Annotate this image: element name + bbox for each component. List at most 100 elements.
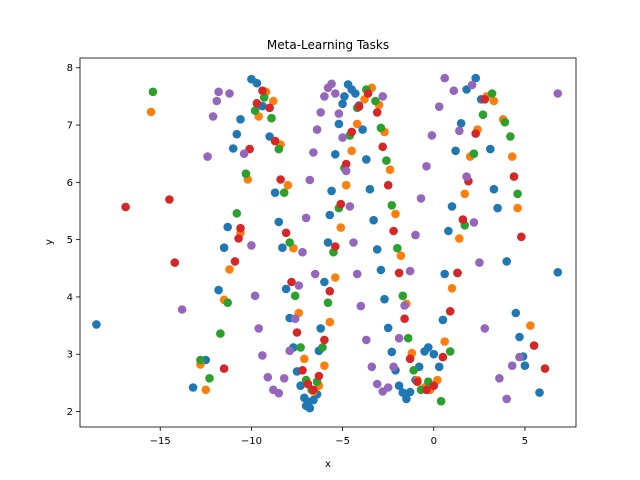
data-point-series-3: [241, 169, 251, 178]
data-point-series-5: [239, 149, 249, 158]
data-point-series-3: [398, 291, 408, 301]
data-point-series-4: [276, 175, 285, 184]
data-point-series-1: [316, 324, 326, 333]
data-point-series-1: [429, 349, 439, 359]
data-point-series-4: [517, 232, 526, 242]
data-point-series-4: [314, 371, 324, 381]
data-point-series-2: [300, 354, 309, 364]
data-point-series-1: [362, 155, 371, 164]
data-point-series-1: [383, 323, 393, 333]
data-point-series-4: [236, 223, 245, 233]
data-point-series-3: [223, 298, 232, 308]
data-point-series-5: [378, 92, 388, 101]
data-point-series-3: [445, 347, 455, 356]
data-point-series-5: [214, 87, 223, 97]
data-point-series-5: [411, 230, 420, 240]
data-point-series-1: [338, 99, 347, 109]
data-point-series-4: [378, 142, 388, 152]
data-point-series-1: [440, 269, 450, 279]
y-tick-label: 5: [67, 235, 73, 246]
data-point-series-1: [228, 144, 238, 153]
data-point-series-3: [393, 243, 402, 253]
data-point-series-5: [449, 86, 459, 95]
data-point-series-1: [278, 243, 287, 252]
y-tick-label: 4: [67, 292, 73, 303]
data-point-series-5: [475, 258, 484, 267]
data-point-series-3: [250, 106, 260, 115]
data-point-series-4: [252, 99, 262, 108]
data-point-series-1: [369, 215, 378, 225]
data-point-series-5: [258, 351, 267, 360]
data-point-series-2: [489, 96, 499, 106]
data-point-series-1: [188, 383, 198, 392]
data-point-series-3: [216, 329, 225, 338]
data-point-series-3: [478, 110, 488, 119]
data-point-series-1: [323, 238, 333, 247]
data-point-series-5: [495, 374, 504, 383]
x-tick-label: −5: [335, 436, 350, 447]
data-point-series-2: [526, 321, 535, 330]
data-point-series-2: [385, 165, 395, 174]
data-point-series-5: [305, 175, 315, 185]
data-point-series-4: [383, 180, 393, 190]
data-point-series-4: [413, 377, 422, 387]
data-point-series-3: [376, 123, 386, 133]
data-point-series-2: [201, 385, 211, 395]
data-point-series-1: [232, 129, 242, 139]
data-point-series-5: [400, 301, 409, 310]
data-point-series-1: [493, 203, 502, 213]
data-point-series-5: [422, 162, 431, 171]
data-point-series-5: [467, 80, 477, 90]
data-point-series-3: [267, 113, 276, 123]
data-point-series-1: [305, 403, 315, 413]
data-point-series-4: [529, 341, 539, 350]
data-point-series-1: [334, 119, 344, 129]
x-axis-label: x: [325, 459, 331, 470]
y-tick-label: 8: [67, 63, 73, 74]
data-point-series-1: [394, 381, 404, 391]
data-point-series-1: [456, 119, 466, 128]
data-point-series-5: [334, 109, 344, 118]
points-layer: [92, 73, 563, 413]
data-point-series-1: [424, 343, 433, 352]
data-point-series-2: [146, 107, 156, 117]
data-point-series-3: [290, 291, 300, 301]
data-point-series-2: [391, 209, 400, 219]
data-point-series-1: [486, 144, 495, 154]
data-point-series-4: [405, 354, 415, 364]
data-point-series-2: [320, 361, 329, 371]
data-point-series-4: [458, 215, 468, 224]
data-point-series-5: [309, 148, 318, 157]
y-axis-ticks: 2 3 4 5 6 7 8: [67, 63, 80, 418]
data-point-series-4: [325, 286, 335, 296]
data-point-series-1: [365, 184, 375, 194]
data-point-series-4: [400, 314, 409, 324]
data-point-series-1: [447, 202, 457, 211]
data-point-series-1: [320, 277, 329, 287]
data-point-series-3: [279, 188, 289, 197]
data-point-series-5: [250, 291, 260, 301]
data-point-series-3: [506, 132, 515, 141]
data-point-series-4: [453, 268, 462, 278]
data-point-series-5: [254, 324, 263, 333]
data-point-series-1: [387, 347, 397, 357]
data-point-series-4: [347, 127, 357, 137]
data-point-series-4: [170, 258, 180, 267]
y-tick-label: 7: [67, 121, 73, 132]
data-point-series-3: [409, 366, 419, 375]
data-point-series-4: [292, 328, 302, 337]
data-point-series-4: [331, 242, 340, 251]
data-point-series-5: [274, 388, 284, 398]
data-point-series-1: [331, 150, 340, 159]
data-point-series-1: [471, 73, 481, 83]
data-point-series-3: [382, 156, 391, 165]
data-point-series-3: [196, 355, 205, 365]
data-point-series-3: [318, 343, 327, 352]
data-point-series-3: [487, 89, 497, 98]
x-tick-label: −15: [150, 436, 171, 447]
data-point-series-5: [338, 133, 347, 142]
data-point-series-5: [298, 247, 307, 257]
data-point-series-5: [553, 89, 563, 98]
